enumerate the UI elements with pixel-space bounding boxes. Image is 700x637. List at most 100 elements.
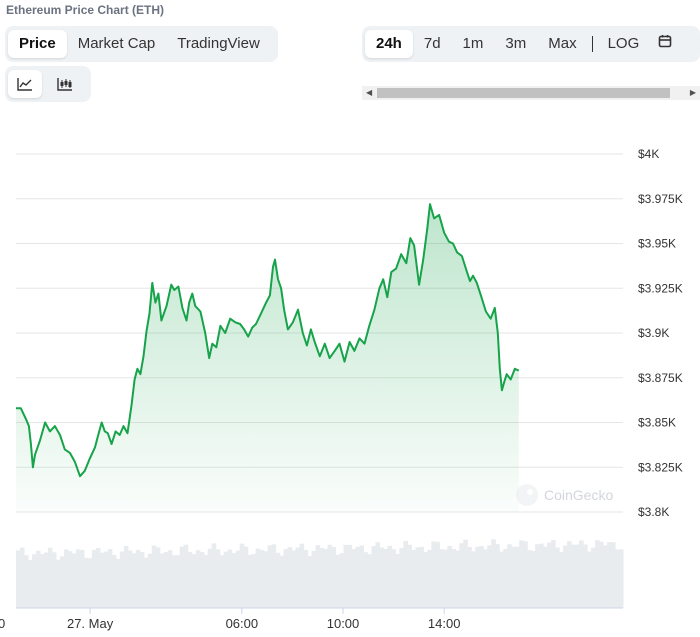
- y-tick-label-5: $3.925K: [638, 281, 683, 295]
- volume-bar-7: [43, 552, 49, 608]
- scrollbar-thumb[interactable]: [377, 88, 670, 98]
- line-view-button[interactable]: [8, 70, 42, 98]
- y-tick-label-0: $3.8K: [638, 505, 669, 519]
- tab-tradingview[interactable]: TradingView: [177, 35, 260, 52]
- volume-bar-34: [151, 545, 157, 608]
- volume-bar-151: [619, 549, 624, 608]
- volume-bar-46: [199, 552, 205, 608]
- volume-bar-4: [31, 554, 37, 608]
- volume-bar-67: [283, 549, 289, 608]
- y-tick-label-3: $3.875K: [638, 371, 683, 385]
- volume-bar-108: [447, 545, 452, 608]
- volume-bar-65: [275, 552, 281, 608]
- volume-bar-77: [323, 549, 329, 608]
- volume-bar-79: [331, 547, 337, 608]
- volume-bar-66: [279, 555, 285, 608]
- volume-bar-18: [87, 558, 93, 608]
- volume-bar-92: [383, 548, 388, 608]
- calendar-icon: [658, 35, 672, 48]
- volume-bar-112: [463, 539, 468, 608]
- volume-bar-129: [531, 550, 536, 608]
- tab-price[interactable]: Price: [8, 30, 67, 58]
- scroll-left-icon[interactable]: ◀: [366, 88, 373, 97]
- y-tick-label-7: $3.975K: [638, 192, 683, 206]
- volume-bar-149: [611, 542, 616, 608]
- volume-bar-126: [519, 540, 524, 608]
- volume-bar-21: [99, 552, 105, 608]
- volume-bar-17: [83, 557, 89, 608]
- volume-bar-82: [343, 544, 349, 608]
- price-line: [16, 203, 520, 478]
- volume-bar-39: [171, 555, 177, 608]
- volume-bar-120: [495, 544, 500, 608]
- volume-bar-146: [599, 541, 604, 608]
- candle-view-button[interactable]: [48, 70, 82, 98]
- volume-bar-116: [479, 546, 484, 608]
- volume-bar-150: [615, 549, 620, 608]
- volume-bar-13: [67, 551, 73, 608]
- volume-bar-61: [259, 550, 265, 608]
- volume-bars: [16, 539, 624, 608]
- volume-bar-87: [363, 552, 369, 608]
- x-tick-label-2: 06:00: [226, 616, 259, 631]
- volume-bar-48: [207, 548, 213, 608]
- volume-bar-148: [607, 542, 612, 608]
- volume-bar-135: [555, 547, 560, 608]
- volume-bar-62: [263, 551, 269, 608]
- volume-bar-30: [135, 549, 141, 608]
- volume-bar-99: [411, 549, 416, 608]
- volume-bar-20: [95, 548, 101, 608]
- volume-bar-143: [587, 551, 592, 608]
- volume-bar-85: [355, 546, 361, 608]
- range-3m-button[interactable]: 3m: [505, 35, 527, 52]
- volume-bar-56: [239, 543, 245, 608]
- volume-bar-104: [431, 541, 436, 608]
- range-max-button[interactable]: Max: [548, 35, 577, 52]
- range-24h-button[interactable]: 24h: [365, 30, 413, 58]
- volume-bar-45: [195, 550, 201, 608]
- range-1m-button[interactable]: 1m: [462, 35, 484, 52]
- volume-bar-16: [79, 549, 85, 608]
- volume-bar-24: [111, 554, 117, 608]
- calendar-button[interactable]: [650, 30, 680, 58]
- volume-bar-35: [155, 547, 161, 608]
- coingecko-watermark: CoinGecko: [516, 484, 613, 506]
- volume-bar-121: [499, 551, 504, 608]
- volume-bar-100: [415, 547, 420, 608]
- volume-bar-28: [127, 550, 133, 608]
- volume-bar-25: [115, 558, 121, 608]
- volume-bar-6: [39, 553, 45, 608]
- volume-bar-0: [16, 550, 21, 608]
- volume-bar-83: [347, 544, 353, 608]
- range-separator: [591, 36, 593, 52]
- volume-bar-53: [227, 549, 233, 608]
- coingecko-logo-icon: [516, 484, 538, 506]
- volume-bar-88: [367, 554, 373, 608]
- volume-bar-47: [203, 554, 209, 608]
- volume-bar-147: [603, 545, 608, 608]
- volume-bar-90: [375, 542, 381, 608]
- volume-bar-136: [559, 552, 564, 608]
- volume-bar-139: [571, 544, 576, 608]
- volume-bar-110: [455, 550, 460, 608]
- log-scale-button[interactable]: LOG: [607, 35, 640, 52]
- volume-bar-10: [55, 559, 61, 608]
- tab-market-cap[interactable]: Market Cap: [77, 35, 156, 52]
- range-scrollbar[interactable]: ◀ ▶: [362, 86, 700, 100]
- range-7d-button[interactable]: 7d: [423, 35, 441, 52]
- volume-bar-130: [535, 544, 540, 608]
- volume-bar-32: [143, 557, 149, 608]
- volume-bar-74: [311, 550, 317, 608]
- volume-bar-70: [295, 547, 301, 608]
- volume-bar-113: [467, 546, 472, 608]
- scroll-right-icon[interactable]: ▶: [689, 88, 696, 97]
- volume-bar-68: [287, 547, 293, 608]
- volume-bar-63: [267, 545, 273, 608]
- x-tick-label-3: 10:00: [327, 616, 360, 631]
- volume-bar-125: [515, 546, 520, 608]
- volume-bar-89: [371, 546, 377, 608]
- volume-bar-58: [247, 554, 253, 608]
- volume-bar-73: [307, 556, 313, 608]
- volume-bar-64: [271, 544, 277, 608]
- volume-bar-96: [399, 548, 404, 608]
